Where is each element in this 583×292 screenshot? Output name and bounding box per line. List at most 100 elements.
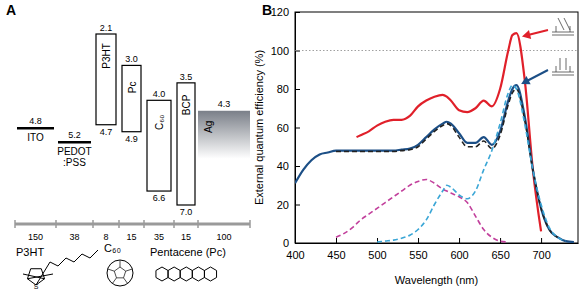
molecule-structure <box>23 250 98 285</box>
molecule-label: C₆₀ <box>104 242 121 254</box>
tick-label: 60 <box>277 122 289 134</box>
thickness-label: 35 <box>154 232 164 242</box>
panel-a: A4.8ITO1505.2PEDOT:PSS382.14.7P3HT83.04.… <box>6 2 250 290</box>
layer-name: ITO <box>27 132 44 143</box>
level-label: 4.3 <box>218 99 231 109</box>
level-label: 3.5 <box>180 72 193 82</box>
layer: 4.0 6.6 C₆₀ <box>147 89 171 203</box>
layer-name: BCP <box>181 94 192 115</box>
tick-mark <box>336 238 337 243</box>
layer-name: Pc <box>127 82 138 94</box>
level-label: 4.7 <box>100 127 113 137</box>
level-label: 4.0 <box>153 89 166 99</box>
figure: A4.8ITO1505.2PEDOT:PSS382.14.7P3HT83.04.… <box>0 0 583 292</box>
series-line <box>336 89 557 237</box>
y-axis: 020406080100120 <box>271 6 300 249</box>
energy-box <box>122 65 141 131</box>
tick: 650 <box>491 238 509 261</box>
tick-mark <box>295 243 300 244</box>
thickness-tick <box>249 220 251 228</box>
inset-icon <box>552 18 574 35</box>
tick-mark <box>295 166 300 167</box>
y-axis-title: External quantum efficiency (%) <box>253 50 265 205</box>
layer: 3.04.9Pc <box>122 54 141 143</box>
panel-label: A <box>6 2 16 18</box>
layer-name: :PSS <box>63 157 86 168</box>
layer: 2.1 4.7 P3HT <box>96 23 116 137</box>
tick-label: 500 <box>368 249 386 261</box>
icon-shape <box>552 66 574 75</box>
tick: 80 <box>277 83 300 95</box>
tick: 120 <box>271 6 300 18</box>
tick: 20 <box>277 199 300 211</box>
level-label: 6.6 <box>153 193 166 203</box>
thickness-label: 38 <box>69 232 79 242</box>
tick-label: 40 <box>277 160 289 172</box>
thickness-label: 100 <box>216 232 231 242</box>
series-line <box>295 85 574 242</box>
layer: 4.3 Ag <box>198 99 250 159</box>
energy-level <box>17 127 54 130</box>
layer: 4.8 ITO <box>17 116 54 143</box>
pointer-arrow <box>523 70 548 83</box>
icon-shape <box>558 18 570 30</box>
series-line <box>336 179 508 242</box>
tick-label: 20 <box>277 199 289 211</box>
tick: 40 <box>277 160 300 172</box>
energy-box <box>177 83 195 205</box>
tick: 0 <box>283 237 300 249</box>
panel-b: B400450500550600650700020406080100120Wav… <box>253 2 579 286</box>
reference-line <box>295 50 578 51</box>
layer-name: Ag <box>203 121 214 133</box>
tick-label: 80 <box>277 83 289 95</box>
tick: 600 <box>450 238 468 261</box>
tick: 60 <box>277 122 300 134</box>
tick-mark <box>295 12 300 13</box>
molecule-structure <box>108 260 132 283</box>
icon-shape <box>560 58 566 70</box>
layer-name: P3HT <box>101 43 112 69</box>
plot-area <box>295 33 578 242</box>
level-label: 2.1 <box>100 23 113 33</box>
layer: 5.2 PEDOT:PSS <box>57 130 91 168</box>
energy-level <box>58 141 91 144</box>
level-label: 7.0 <box>180 207 193 217</box>
tick-label: 550 <box>409 249 427 261</box>
series-line <box>377 85 566 242</box>
layer: 3.5 7.0 BCP <box>177 72 195 217</box>
tick-mark <box>459 238 460 243</box>
layer-name: C₆₀ <box>154 115 165 130</box>
tick-mark <box>295 89 300 90</box>
thickness-label: 15 <box>126 232 136 242</box>
pointer-arrow <box>524 30 548 38</box>
tick-label: 600 <box>450 249 468 261</box>
tick-label: 450 <box>327 249 345 261</box>
electrode <box>198 111 250 159</box>
thickness-bar <box>15 223 250 226</box>
tick-mark <box>295 128 300 129</box>
tick-label: 650 <box>491 249 509 261</box>
tick-mark <box>418 238 419 243</box>
thickness-label: 8 <box>103 232 108 242</box>
series-line <box>357 33 542 231</box>
molecule-label: Pentacene (Pc) <box>150 246 226 258</box>
tick: 450 <box>327 238 345 261</box>
molecule-structure <box>156 267 217 281</box>
thickness-label: 15 <box>181 232 191 242</box>
level-label: 5.2 <box>68 130 81 140</box>
energy-box <box>147 100 171 191</box>
layer-name: PEDOT <box>57 146 91 157</box>
molecule-label: P3HT <box>16 246 44 258</box>
plot-frame <box>295 12 578 243</box>
level-label: 4.8 <box>29 116 42 126</box>
tick-label: 0 <box>283 237 289 249</box>
molecule-structure <box>107 260 133 286</box>
thickness-label: 150 <box>28 232 43 242</box>
tick: 550 <box>409 238 427 261</box>
inset-icon <box>552 58 574 75</box>
tick: 700 <box>532 238 550 261</box>
tick-label: 120 <box>271 6 289 18</box>
x-axis-title: Wavelength (nm) <box>395 274 478 286</box>
energy-box <box>96 34 116 125</box>
level-label: 4.9 <box>125 134 138 144</box>
